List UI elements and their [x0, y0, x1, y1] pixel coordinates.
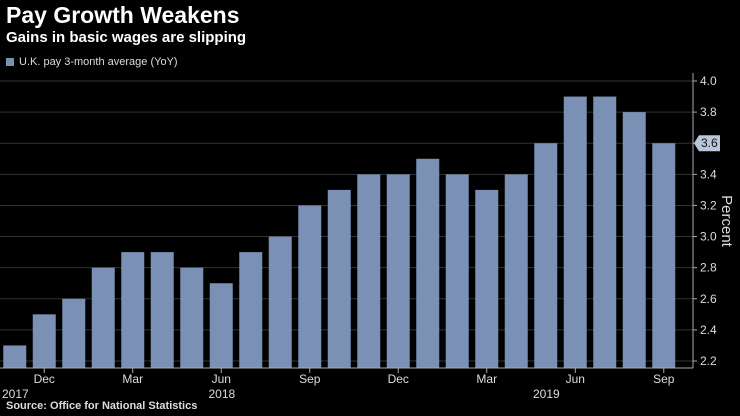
bar-2019-jun	[563, 96, 587, 369]
bar-2019-jul	[593, 96, 617, 369]
x-tick-label: Dec	[388, 372, 409, 386]
x-tick-label: Sep	[653, 372, 675, 386]
bar-2018-jun	[209, 283, 233, 368]
y-tick-label: 3.4	[700, 167, 717, 181]
bar-2018-jan	[62, 298, 86, 368]
chart-subtitle: Gains in basic wages are slipping	[6, 29, 247, 46]
y-axis-title: Percent	[718, 195, 735, 248]
bar-2018-feb	[91, 267, 115, 368]
y-tick-label: 2.8	[700, 261, 717, 275]
bar-2018-aug	[268, 236, 292, 368]
bar-2018-mar	[121, 252, 145, 368]
bar-2018-dec	[386, 174, 410, 368]
y-tick-label: 4.0	[700, 74, 717, 88]
x-tick-label: Dec	[34, 372, 55, 386]
bar-2018-apr	[150, 252, 174, 368]
bar-2018-jul	[239, 252, 263, 368]
y-tick-label: 2.4	[700, 323, 717, 337]
bar-2018-sep	[298, 205, 322, 368]
x-tick-label: Mar	[476, 372, 497, 386]
bar-2018-oct	[327, 189, 351, 368]
last-value-label: 3.6	[701, 136, 718, 150]
legend-label: U.K. pay 3-month average (YoY)	[19, 56, 178, 68]
y-tick-label: 3.8	[700, 105, 717, 119]
source-note: Source: Office for National Statistics	[6, 400, 198, 412]
year-label: 2017	[2, 387, 29, 401]
bar-2019-apr	[504, 174, 528, 368]
bar-2017-dec	[32, 314, 56, 368]
y-tick-label: 2.2	[700, 354, 717, 368]
x-tick-label: Jun	[566, 372, 585, 386]
bar-2018-nov	[357, 174, 381, 368]
bar-2018-may	[180, 267, 204, 368]
bar-2019-may	[534, 143, 558, 368]
chart-title: Pay Growth Weakens	[6, 2, 240, 28]
bar-2019-feb	[445, 174, 469, 368]
last-value-marker	[694, 135, 720, 152]
legend-swatch	[6, 58, 14, 66]
x-tick-label: Jun	[212, 372, 231, 386]
bar-2019-sep	[652, 143, 676, 368]
x-tick-label: Mar	[122, 372, 143, 386]
year-label: 2018	[209, 387, 236, 401]
year-label: 2019	[533, 387, 560, 401]
bar-2019-jan	[416, 158, 440, 368]
legend: U.K. pay 3-month average (YoY)	[6, 56, 178, 68]
x-tick-label: Sep	[299, 372, 321, 386]
bar-2017-nov	[3, 345, 27, 368]
bar-2019-aug	[622, 112, 646, 368]
bar-2019-mar	[475, 189, 499, 368]
y-tick-label: 3.0	[700, 230, 717, 244]
y-tick-label: 3.2	[700, 198, 717, 212]
y-tick-label: 2.6	[700, 292, 717, 306]
